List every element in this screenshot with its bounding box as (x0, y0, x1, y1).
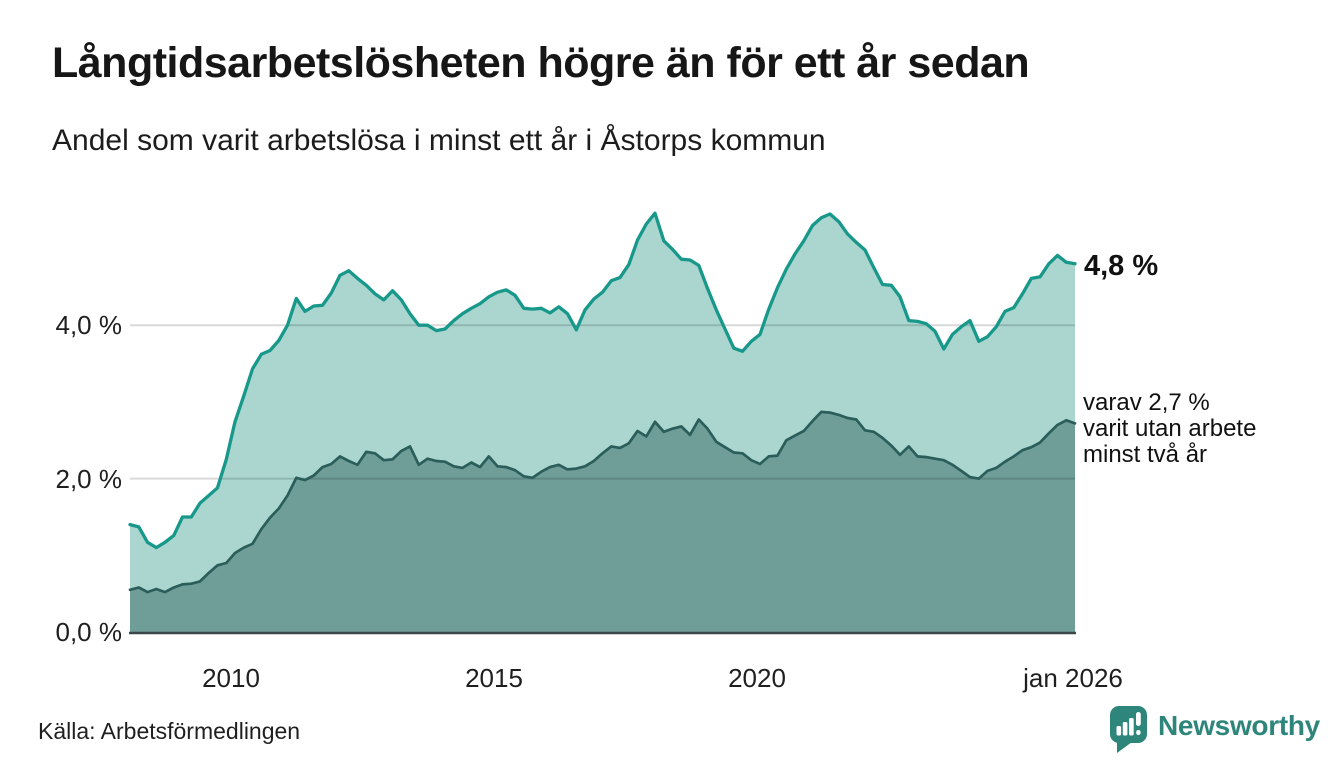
two-year-annotation-line2: varit utan arbete (1083, 415, 1257, 442)
x-tick-2010: 2010 (202, 663, 260, 693)
newsworthy-wordmark: Newsworthy (1158, 710, 1320, 741)
x-tick-2015: 2015 (465, 663, 523, 693)
y-tick-2: 2,0 % (55, 464, 123, 494)
two-year-annotation-line1: varav 2,7 % (1083, 389, 1210, 416)
x-tick-2020: 2020 (728, 663, 786, 693)
page-title: Långtidsarbetslösheten högre än för ett … (52, 39, 1030, 87)
y-tick-0: 0,0 % (55, 617, 123, 647)
latest-value-annotation: 4,8 % (1084, 250, 1159, 282)
newsworthy-logo: Newsworthy (1110, 704, 1320, 760)
line-two-years (128, 410, 1077, 594)
two-year-annotation: varav 2,7 % varit utan arbete minst två … (1083, 390, 1256, 468)
y-tick-4: 4,0 % (55, 310, 123, 340)
page-subtitle: Andel som varit arbetslösa i minst ett å… (52, 124, 826, 157)
two-year-annotation-line3: minst två år (1083, 441, 1208, 468)
line-total (128, 211, 1077, 550)
newsworthy-bubble-chart-icon (1110, 706, 1147, 753)
source-caption: Källa: Arbetsförmedlingen (38, 718, 301, 744)
area-two-years-fill (130, 411, 1075, 632)
x-tick-jan-2026: jan 2026 (1023, 663, 1123, 693)
